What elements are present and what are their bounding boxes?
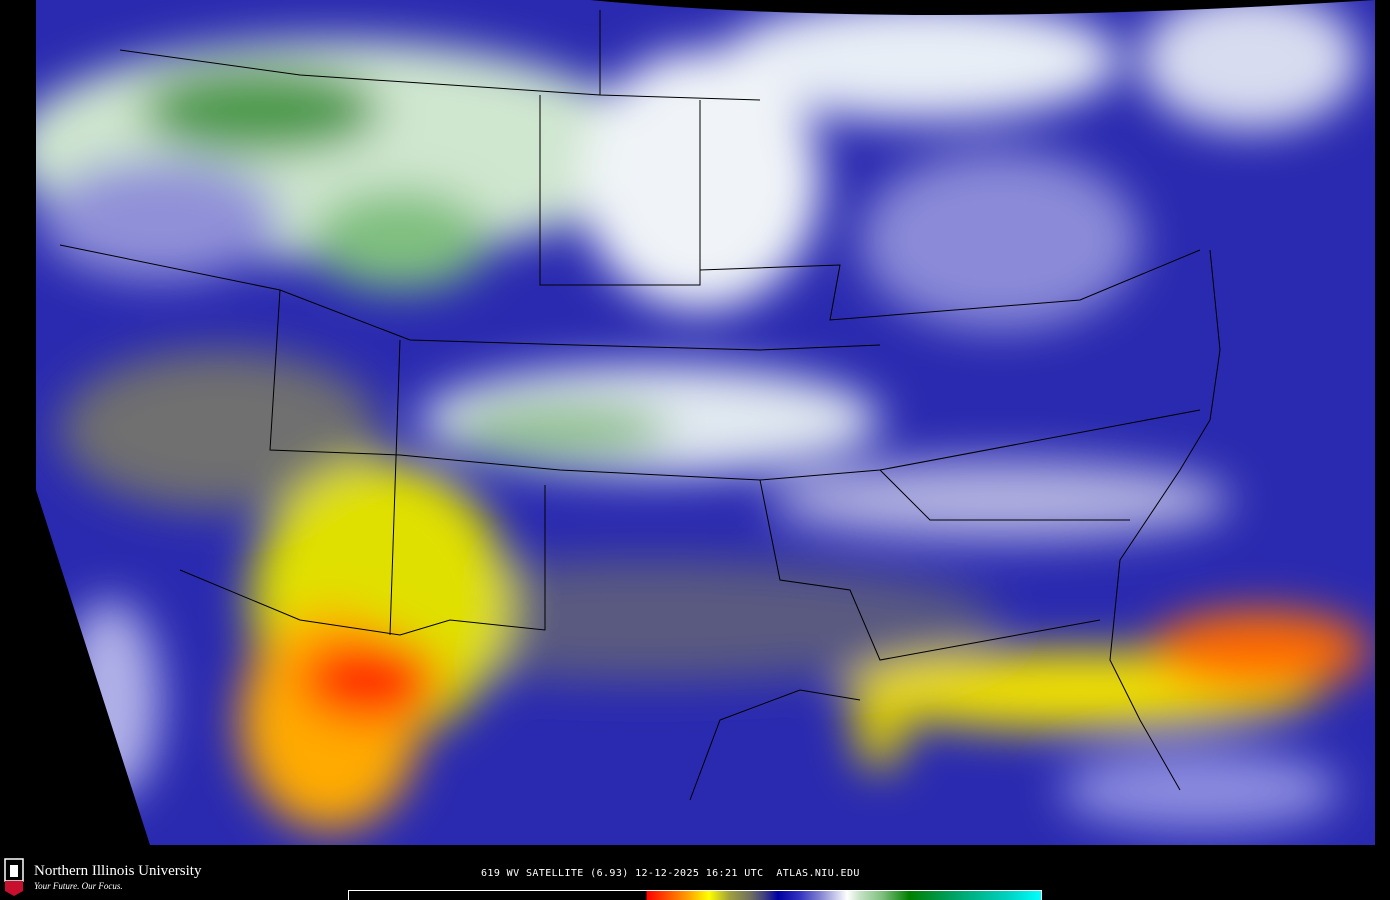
university-tagline: Your Future. Our Focus. <box>34 881 123 891</box>
water-vapor-satellite-map <box>36 0 1375 845</box>
niu-shield-icon <box>4 858 24 896</box>
image-caption: 619 WV SATELLITE (6.93) 12-12-2025 16:21… <box>481 868 860 879</box>
university-name: Northern Illinois University <box>34 863 202 879</box>
niu-logo: Northern Illinois University Your Future… <box>2 855 242 897</box>
imagery-layer <box>36 0 1375 845</box>
colorbar-legend <box>348 890 1042 900</box>
state-borders <box>59 10 1221 801</box>
